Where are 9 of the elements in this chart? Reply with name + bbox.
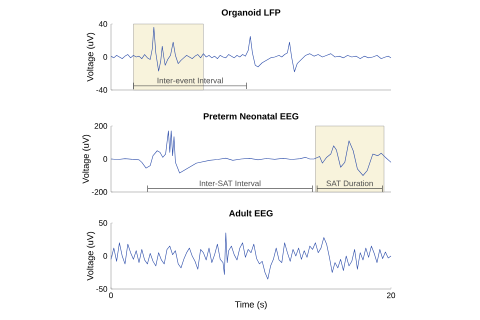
chart-title: Adult EEG xyxy=(229,210,273,216)
y-axis-title: Voltage (uV) xyxy=(86,32,96,82)
x-axis-title: Time (s) xyxy=(234,301,267,310)
chart-title: Organoid LFP xyxy=(222,9,280,18)
y-axis-title: Voltage (uV) xyxy=(82,134,91,184)
y-axis-title: Voltage (uV) xyxy=(86,232,96,281)
chart-title: Preterm Neonatal EEG xyxy=(204,112,298,120)
line-series xyxy=(110,232,392,280)
line-series xyxy=(110,130,392,176)
